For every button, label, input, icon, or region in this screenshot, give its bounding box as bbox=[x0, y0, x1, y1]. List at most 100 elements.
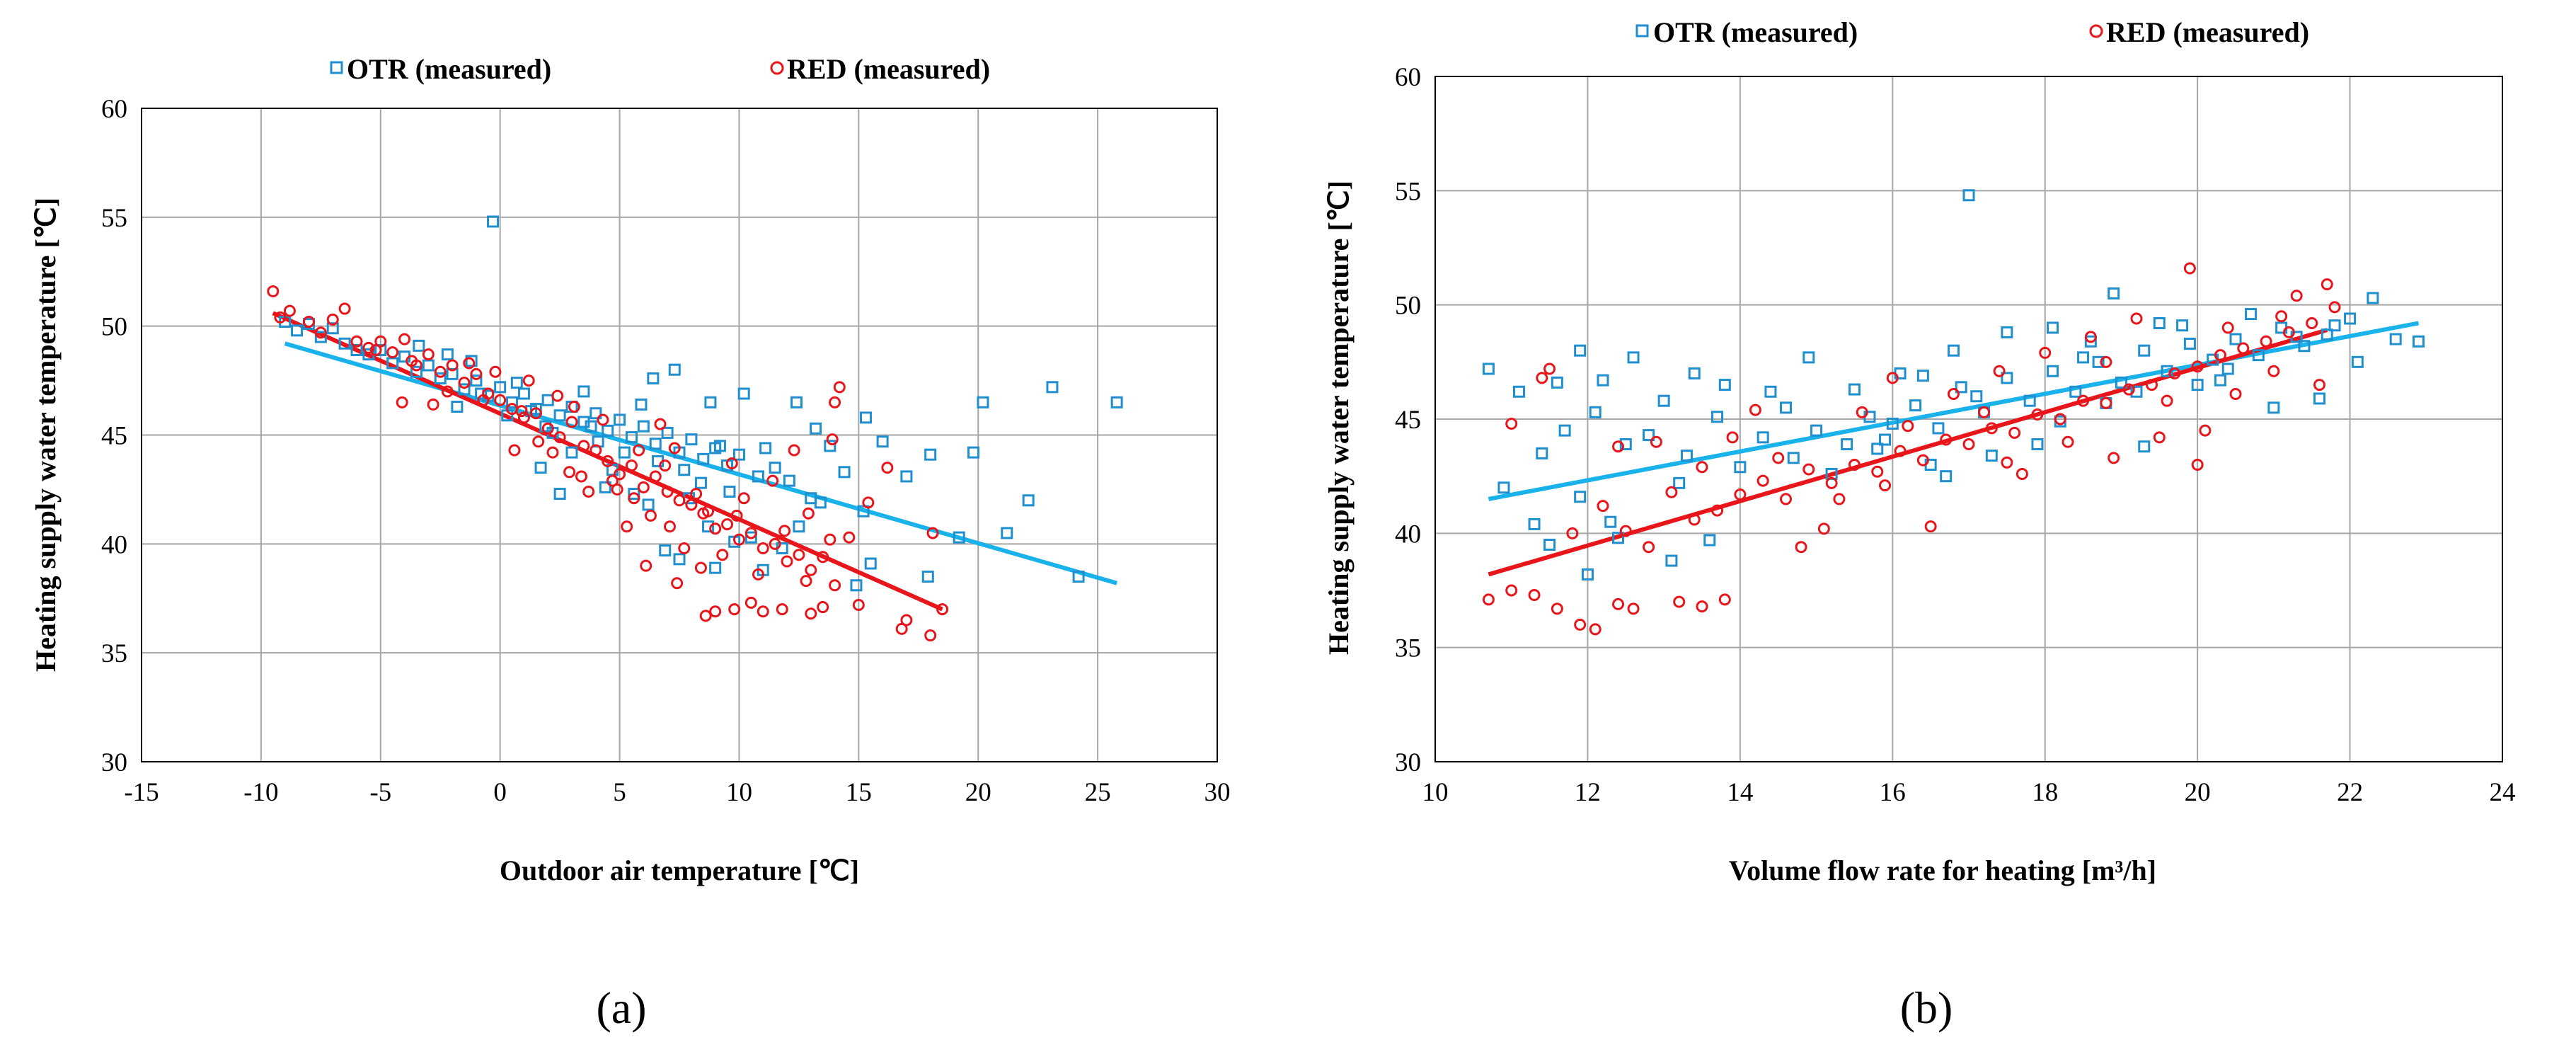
red-data-point bbox=[633, 444, 645, 457]
otr-data-point bbox=[2321, 328, 2333, 341]
otr-data-point bbox=[2108, 287, 2120, 300]
red-data-point bbox=[369, 344, 382, 357]
otr-data-point bbox=[1597, 374, 1609, 387]
red-data-point bbox=[1551, 602, 1563, 615]
otr-data-point bbox=[1962, 189, 1975, 202]
red-data-point bbox=[895, 622, 908, 635]
otr-data-point bbox=[921, 570, 934, 583]
otr-data-point bbox=[1703, 534, 1716, 547]
red-data-point bbox=[314, 326, 327, 339]
otr-data-point bbox=[1551, 376, 1563, 389]
otr-data-point bbox=[1886, 417, 1899, 430]
otr-data-point bbox=[451, 401, 464, 413]
red-data-point bbox=[2191, 360, 2204, 373]
red-data-point bbox=[728, 603, 741, 616]
red-data-point bbox=[702, 505, 715, 518]
red-data-point bbox=[470, 367, 483, 380]
red-data-point bbox=[441, 385, 454, 398]
otr-data-point bbox=[1909, 399, 1922, 412]
otr-data-point bbox=[470, 375, 483, 387]
red-data-point bbox=[602, 454, 614, 467]
red-data-point bbox=[1597, 500, 1609, 513]
red-data-point bbox=[1718, 593, 1731, 606]
otr-data-point bbox=[618, 446, 631, 459]
otr-data-point bbox=[1665, 554, 1678, 567]
otr-data-point bbox=[2221, 362, 2234, 375]
red-data-point bbox=[494, 394, 507, 406]
plot-frame-a bbox=[141, 108, 1218, 762]
otr-data-point bbox=[2298, 340, 2311, 353]
otr-data-point bbox=[2183, 338, 2196, 350]
otr-data-point bbox=[2176, 319, 2189, 332]
red-data-point bbox=[1848, 459, 1861, 471]
otr-data-point bbox=[1072, 570, 1085, 583]
red-data-point bbox=[532, 435, 545, 448]
otr-data-point bbox=[2413, 335, 2425, 348]
red-data-point bbox=[446, 359, 459, 372]
otr-data-point bbox=[2023, 394, 2036, 407]
otr-data-point bbox=[850, 579, 863, 592]
red-data-point bbox=[597, 413, 609, 426]
x-tick-label: 14 bbox=[1727, 778, 1753, 807]
data-points-b bbox=[1482, 189, 2425, 636]
red-data-point bbox=[2039, 346, 2052, 359]
otr-data-point bbox=[599, 481, 611, 493]
red-data-point bbox=[517, 411, 530, 424]
red-data-point bbox=[2122, 383, 2135, 396]
red-data-point bbox=[769, 537, 781, 550]
red-data-point bbox=[2031, 408, 2044, 421]
otr-data-point bbox=[1574, 344, 1587, 357]
red-data-point bbox=[541, 422, 554, 435]
otr-data-point bbox=[752, 470, 764, 483]
otr-data-point bbox=[628, 488, 640, 501]
plot-frame-b bbox=[1434, 76, 2503, 762]
red-data-point bbox=[1993, 365, 2006, 377]
red-data-point bbox=[2008, 426, 2021, 439]
red-data-point bbox=[788, 444, 800, 457]
red-data-point bbox=[1627, 602, 1640, 615]
red-data-point bbox=[685, 498, 698, 511]
red-data-point bbox=[590, 444, 602, 457]
otr-data-point bbox=[291, 324, 304, 337]
otr-data-point bbox=[441, 348, 454, 361]
otr-data-point bbox=[2046, 321, 2059, 334]
otr-data-point bbox=[967, 446, 979, 459]
otr-data-point bbox=[1985, 450, 1998, 462]
red-data-point bbox=[458, 377, 471, 389]
red-data-point bbox=[1589, 623, 1602, 636]
red-data-point bbox=[515, 405, 528, 418]
otr-data-point bbox=[1497, 481, 1510, 494]
series-otr bbox=[1482, 189, 2425, 581]
otr-data-point bbox=[350, 344, 363, 357]
otr-data-point bbox=[635, 398, 648, 411]
red-data-point bbox=[637, 481, 650, 493]
otr-data-point bbox=[1764, 385, 1777, 398]
panel-b: 10 12 14 16 18 20 22 24 30 35 40 45 50 55 60 Volume f… bbox=[1323, 16, 2516, 1033]
red-data-point bbox=[267, 285, 280, 297]
red-data-point bbox=[1833, 493, 1846, 505]
series-red bbox=[1482, 262, 2341, 636]
red-data-point bbox=[1879, 479, 1892, 492]
red-data-point bbox=[668, 442, 681, 454]
otr-data-point bbox=[2328, 319, 2341, 332]
red-data-point bbox=[649, 470, 662, 483]
otr-data-point bbox=[475, 387, 488, 400]
red-data-point bbox=[362, 341, 375, 354]
red-data-point bbox=[1902, 420, 1914, 433]
otr-data-point bbox=[732, 448, 745, 461]
x-tick-label: 22 bbox=[2337, 778, 2363, 807]
x-tick-label: -10 bbox=[243, 778, 278, 807]
red-data-point bbox=[1817, 522, 1830, 535]
otr-data-point bbox=[326, 322, 339, 335]
red-data-point bbox=[553, 431, 566, 444]
red-data-point bbox=[1612, 440, 1625, 453]
red-data-point bbox=[2191, 459, 2204, 471]
x-tick-label: 15 bbox=[846, 778, 872, 807]
red-data-point bbox=[2161, 394, 2173, 407]
series-otr bbox=[279, 215, 1123, 592]
red-data-point bbox=[1734, 488, 1747, 501]
otr-data-point bbox=[1932, 422, 1945, 435]
red-data-point bbox=[422, 348, 435, 361]
otr-data-point bbox=[314, 331, 327, 343]
data-points-a bbox=[267, 215, 1123, 642]
